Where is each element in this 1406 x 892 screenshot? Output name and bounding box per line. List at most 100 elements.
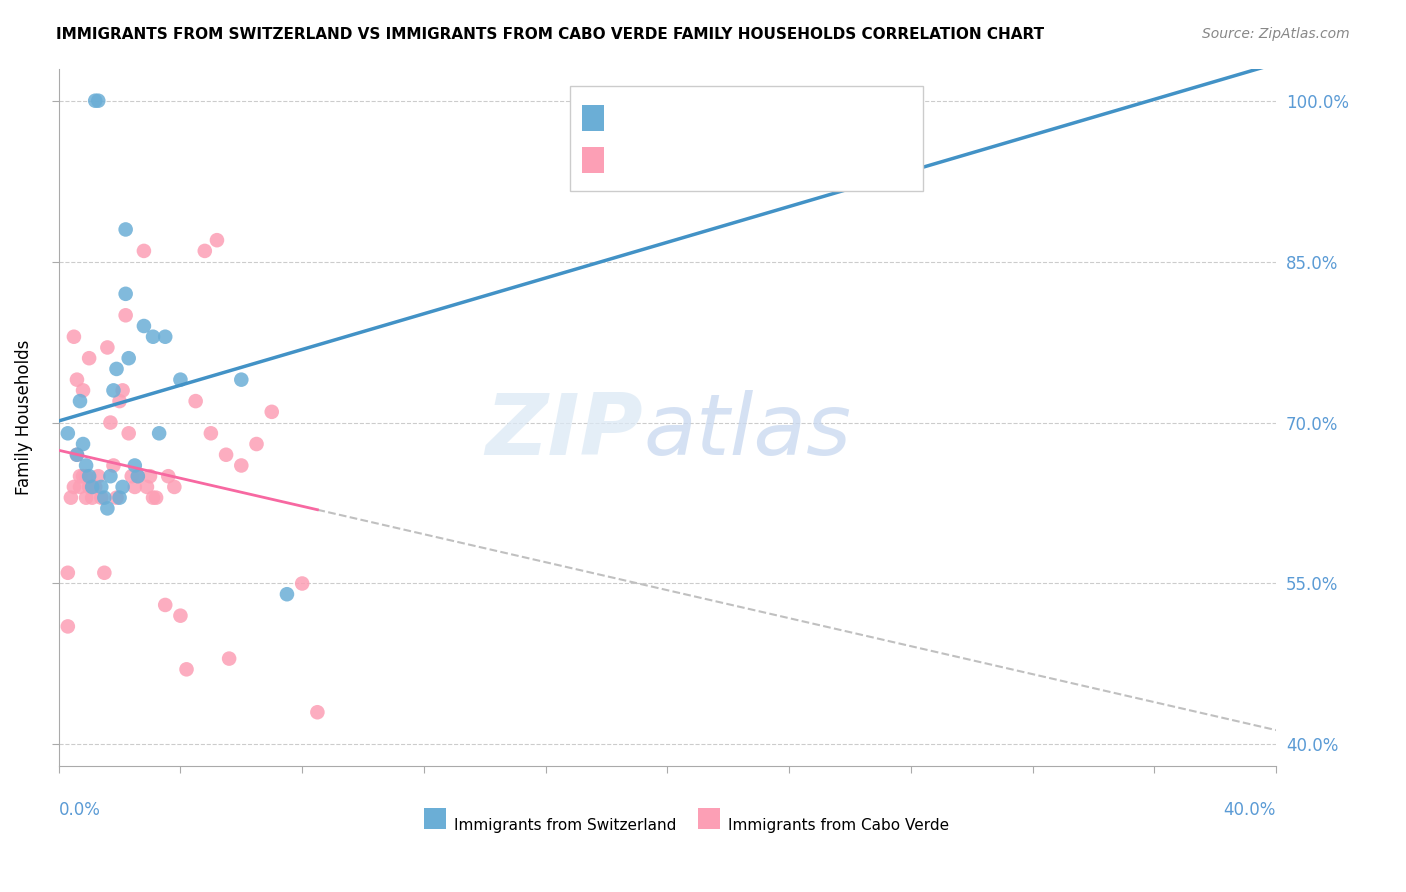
Point	[142, 491, 165, 505]
Point	[82, 480, 104, 494]
Point	[245, 437, 267, 451]
Point	[96, 501, 118, 516]
Text: 0.0%: 0.0%	[59, 801, 101, 819]
Text: N = 30: N = 30	[796, 108, 863, 127]
Point	[100, 469, 122, 483]
Point	[132, 244, 155, 258]
Point	[176, 662, 198, 676]
Point	[139, 469, 162, 483]
Point	[69, 469, 91, 483]
Point	[69, 394, 91, 409]
Point	[307, 705, 329, 719]
Point	[90, 480, 112, 494]
Text: Immigrants from Cabo Verde: Immigrants from Cabo Verde	[728, 818, 949, 833]
FancyBboxPatch shape	[582, 104, 605, 131]
Point	[121, 469, 143, 483]
Point	[184, 394, 207, 409]
FancyBboxPatch shape	[425, 808, 446, 829]
Y-axis label: Family Households: Family Households	[15, 340, 32, 495]
Point	[260, 405, 283, 419]
Point	[66, 448, 89, 462]
Point	[142, 330, 165, 344]
Point	[72, 437, 94, 451]
Point	[69, 480, 91, 494]
Point	[75, 458, 97, 473]
Point	[155, 330, 177, 344]
Text: R =  0.260: R = 0.260	[616, 150, 713, 169]
Point	[77, 480, 100, 494]
Text: ZIP: ZIP	[485, 390, 643, 473]
Point	[200, 426, 222, 441]
Point	[127, 469, 149, 483]
FancyBboxPatch shape	[569, 86, 924, 191]
Point	[63, 330, 86, 344]
Text: Immigrants from Switzerland: Immigrants from Switzerland	[454, 818, 676, 833]
Point	[93, 491, 115, 505]
Point	[72, 384, 94, 398]
Point	[105, 362, 128, 376]
Point	[136, 480, 159, 494]
Point	[215, 448, 238, 462]
Point	[205, 233, 228, 247]
Point	[114, 286, 136, 301]
Point	[96, 341, 118, 355]
Point	[87, 94, 110, 108]
Point	[231, 458, 253, 473]
Point	[231, 373, 253, 387]
Point	[75, 469, 97, 483]
Point	[169, 608, 191, 623]
Point	[93, 566, 115, 580]
Text: atlas: atlas	[643, 390, 851, 473]
Point	[66, 373, 89, 387]
Point	[108, 394, 131, 409]
Point	[118, 426, 141, 441]
Point	[72, 469, 94, 483]
Point	[100, 416, 122, 430]
Point	[56, 619, 79, 633]
Text: R =  0.361: R = 0.361	[616, 108, 713, 127]
Point	[124, 480, 146, 494]
Point	[66, 448, 89, 462]
Text: 40.0%: 40.0%	[1223, 801, 1277, 819]
Point	[56, 426, 79, 441]
Point	[111, 480, 134, 494]
FancyBboxPatch shape	[582, 146, 605, 173]
Point	[157, 469, 180, 483]
Point	[105, 491, 128, 505]
FancyBboxPatch shape	[697, 808, 720, 829]
Point	[145, 491, 167, 505]
Point	[63, 480, 86, 494]
Point	[82, 491, 104, 505]
Point	[291, 576, 314, 591]
Point	[111, 384, 134, 398]
Text: IMMIGRANTS FROM SWITZERLAND VS IMMIGRANTS FROM CABO VERDE FAMILY HOUSEHOLDS CORR: IMMIGRANTS FROM SWITZERLAND VS IMMIGRANT…	[56, 27, 1045, 42]
Point	[118, 351, 141, 366]
Point	[163, 480, 186, 494]
Point	[169, 373, 191, 387]
Point	[56, 566, 79, 580]
Point	[82, 480, 104, 494]
Point	[59, 491, 82, 505]
Point	[77, 469, 100, 483]
Point	[84, 480, 107, 494]
Point	[900, 115, 922, 129]
Text: N = 53: N = 53	[796, 150, 863, 169]
Point	[87, 469, 110, 483]
Text: Source: ZipAtlas.com: Source: ZipAtlas.com	[1202, 27, 1350, 41]
Point	[124, 458, 146, 473]
Point	[276, 587, 298, 601]
Point	[218, 651, 240, 665]
Point	[132, 318, 155, 333]
Point	[75, 491, 97, 505]
Point	[194, 244, 217, 258]
Point	[103, 458, 125, 473]
Point	[155, 598, 177, 612]
Point	[90, 491, 112, 505]
Point	[127, 469, 149, 483]
Point	[108, 491, 131, 505]
Point	[114, 308, 136, 322]
Point	[114, 222, 136, 236]
Point	[148, 426, 170, 441]
Point	[103, 384, 125, 398]
Point	[77, 351, 100, 366]
